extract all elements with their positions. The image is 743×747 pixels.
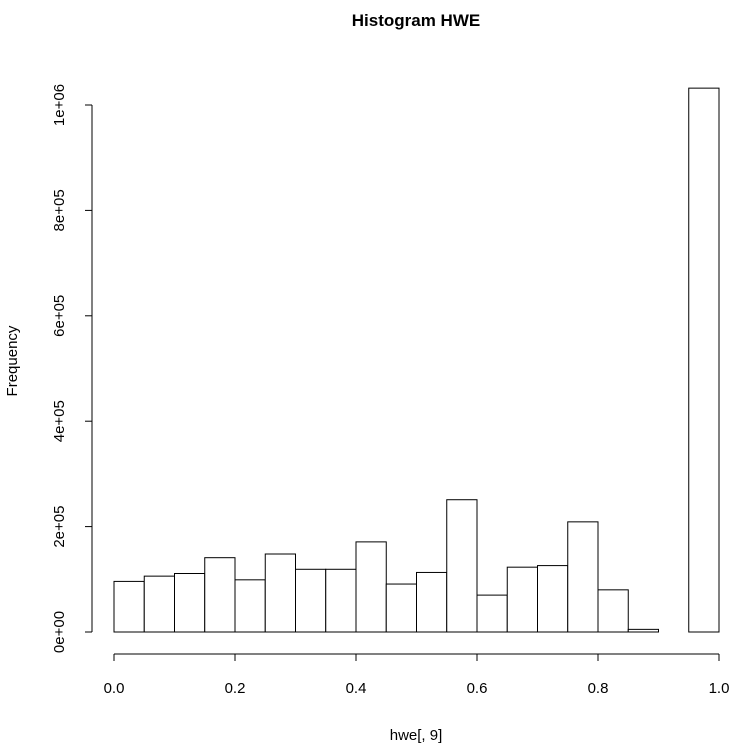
histogram-bar	[567, 521, 599, 633]
y-tick-label: 6e+05	[51, 295, 68, 337]
histogram-bar	[174, 573, 206, 633]
histogram-bar	[537, 565, 569, 633]
histogram-bar	[264, 553, 296, 633]
histogram-bar	[446, 499, 478, 633]
x-tick-label: 0.0	[104, 680, 125, 697]
y-axis: 0e+00 2e+05 4e+05 6e+05 8e+05 1e+06	[51, 84, 93, 653]
histogram-bar	[688, 87, 720, 633]
x-tick-label: 0.6	[467, 680, 488, 697]
histogram-bar	[143, 575, 175, 633]
x-tick-label: 0.8	[588, 680, 609, 697]
histogram-bar	[506, 566, 538, 633]
x-axis-label: hwe[, 9]	[390, 727, 443, 744]
y-tick-label: 1e+06	[51, 84, 68, 126]
histogram-bar	[385, 583, 417, 633]
y-tick-label: 0e+00	[51, 611, 68, 653]
histogram-bar	[113, 580, 145, 633]
histogram-bar	[597, 589, 629, 633]
x-axis: 0.0 0.2 0.4 0.6 0.8 1.0	[104, 653, 730, 697]
histogram-bar	[416, 571, 448, 633]
x-tick-label: 0.2	[225, 680, 246, 697]
y-tick-label: 8e+05	[51, 189, 68, 231]
histogram-bar	[234, 579, 266, 633]
x-tick-label: 0.4	[346, 680, 367, 697]
histogram-bar	[476, 594, 508, 633]
y-axis-label: Frequency	[4, 325, 21, 396]
histogram-bar	[627, 628, 659, 633]
x-tick-label: 1.0	[709, 680, 730, 697]
y-tick-label: 2e+05	[51, 506, 68, 548]
y-tick-label: 4e+05	[51, 400, 68, 442]
chart-title: Histogram HWE	[352, 11, 480, 30]
histogram-bar	[355, 541, 387, 633]
histogram-bar	[325, 568, 357, 633]
bars-group	[113, 87, 720, 633]
histogram-bar	[295, 568, 327, 633]
histogram-bar	[204, 557, 236, 633]
